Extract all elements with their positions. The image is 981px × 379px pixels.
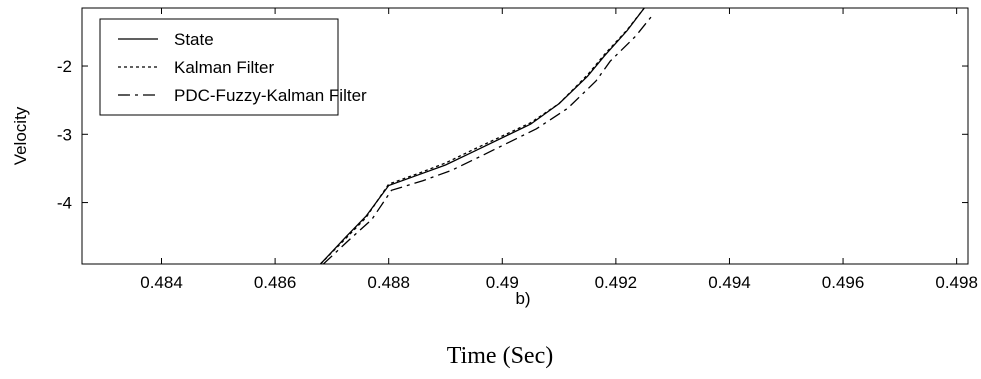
- x-axis-ticks: 0.484 0.486 0.488 0.49 0.492 0.494 0.496 0.498: [140, 8, 978, 292]
- x-tick-label: 0.488: [367, 273, 410, 292]
- x-tick-label: 0.492: [595, 273, 638, 292]
- legend-label-1: State: [174, 30, 214, 49]
- x-tick-label: 0.494: [708, 273, 751, 292]
- x-tick-label: 0.498: [935, 273, 978, 292]
- legend-label-3: PDC-Fuzzy-Kalman Filter: [174, 86, 367, 105]
- series-line-3: [322, 14, 654, 264]
- legend-box: [99, 18, 339, 116]
- x-tick-label: 0.486: [254, 273, 297, 292]
- y-axis-ticks: -4 -3 -2: [57, 57, 968, 213]
- x-tick-label: 0.496: [822, 273, 865, 292]
- series-lines: [320, 8, 654, 264]
- x-tick-label: 0.484: [140, 273, 183, 292]
- y-tick-label: -2: [57, 57, 72, 76]
- y-tick-label: -4: [57, 194, 72, 213]
- x-axis-label: Time (Sec): [447, 343, 553, 369]
- series-line-1: [320, 8, 645, 264]
- series-line-2: [320, 8, 645, 264]
- chart-subtitle: b): [515, 289, 530, 308]
- legend: State Kalman Filter PDC-Fuzzy-Kalman Filte…: [99, 18, 367, 116]
- legend-label-2: Kalman Filter: [174, 58, 274, 77]
- y-axis-label: Velocity: [11, 106, 30, 165]
- y-tick-label: -3: [57, 125, 72, 144]
- x-tick-label: 0.49: [486, 273, 519, 292]
